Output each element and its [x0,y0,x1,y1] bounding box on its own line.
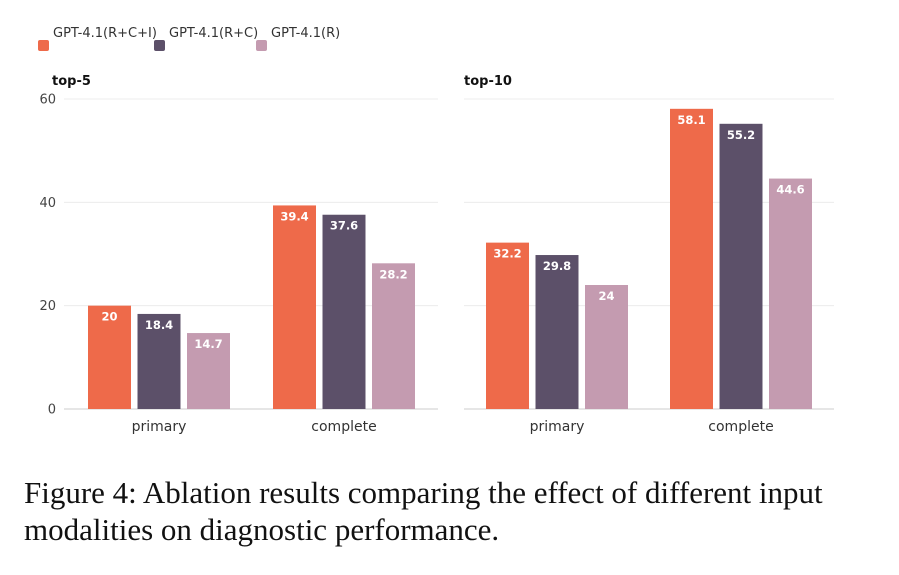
data-label: 44.6 [776,183,804,197]
y-tick-label: 40 [39,196,56,211]
bar [88,305,131,409]
data-label: 28.2 [379,267,407,281]
bar [322,214,366,409]
data-label: 55.2 [727,128,755,142]
legend-label: GPT-4.1(R+C+I) [53,26,157,41]
bar [535,255,579,409]
data-label: 39.4 [280,209,308,223]
legend-label: GPT-4.1(R+C) [169,26,258,41]
x-tick-label: primary [530,419,585,435]
bar [187,333,230,409]
data-label: 24 [598,289,614,303]
data-label: 37.6 [330,219,358,233]
bar [769,178,812,409]
legend-swatch [154,40,165,51]
bar [585,285,628,409]
legend-swatch [38,40,49,51]
x-tick-label: complete [311,419,376,435]
x-tick-label: complete [708,419,773,435]
data-label: 29.8 [543,259,571,273]
legend-swatch [256,40,267,51]
panel-title: top-10 [464,74,512,89]
bar [719,123,763,410]
bar [372,263,415,409]
bar [486,242,529,409]
bar [670,108,713,410]
bar [273,205,316,409]
panel-title: top-5 [52,74,91,89]
y-tick-label: 20 [39,299,56,314]
bar [137,313,181,409]
data-label: 58.1 [677,113,705,127]
data-label: 32.2 [493,247,521,261]
figure-caption: Figure 4: Ablation results comparing the… [24,475,823,547]
legend-label: GPT-4.1(R) [271,26,340,41]
y-tick-label: 0 [48,403,56,418]
data-label: 14.7 [194,337,222,351]
ablation-chart: GPT-4.1(R+C+I) GPT-4.1(R+C) GPT-4.1(R) top-… [38,26,834,435]
data-label: 18.4 [145,318,173,332]
x-tick-label: primary [132,419,187,435]
y-tick-label: 60 [39,93,56,108]
data-label: 20 [101,310,117,324]
